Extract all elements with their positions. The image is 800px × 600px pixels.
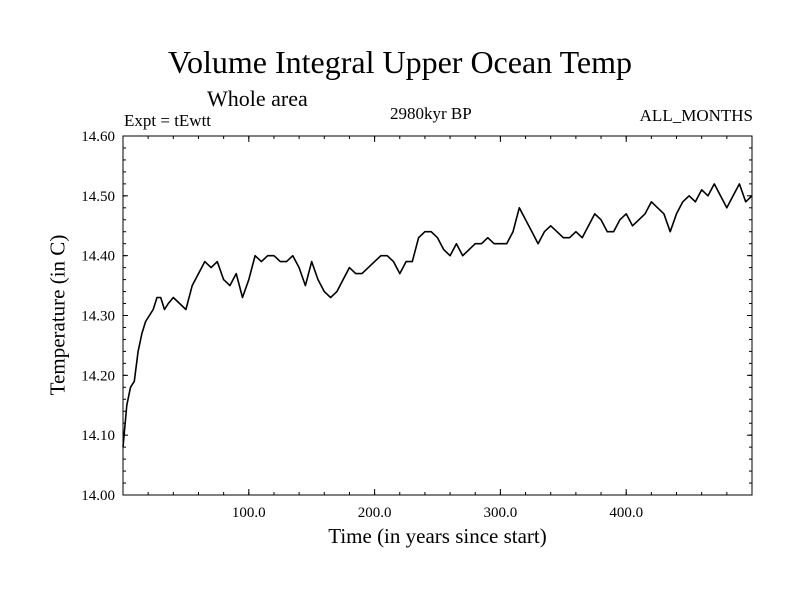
x-tick-label: 100.0 [232, 505, 266, 521]
x-tick-label: 300.0 [484, 505, 518, 521]
x-ticks: 100.0 200.0 300.0 400.0 [122, 136, 753, 521]
y-tick-label: 14.50 [81, 189, 115, 205]
y-ticks: 14.00 14.10 14.20 14.30 14.40 14.50 14.60 [81, 129, 752, 504]
plot-frame [122, 135, 753, 496]
y-tick-label: 14.30 [81, 309, 115, 325]
x-tick-label: 200.0 [358, 505, 392, 521]
months-label: ALL_MONTHS [639, 106, 753, 125]
y-tick-label: 14.20 [81, 368, 115, 384]
period-label: 2980kyr BP [390, 104, 472, 123]
series-line [122, 183, 753, 448]
y-tick-label: 14.60 [81, 129, 115, 145]
x-axis-label: Time (in years since start) [328, 524, 547, 548]
x-tick-label: 400.0 [609, 505, 643, 521]
y-tick-label: 14.40 [81, 249, 115, 265]
experiment-label: Expt = tEwtt [124, 111, 212, 130]
chart-subtitle: Whole area [207, 86, 308, 111]
series-layer [122, 183, 753, 448]
y-tick-label: 14.10 [81, 428, 115, 444]
y-tick-label: 14.00 [81, 488, 115, 504]
chart-title: Volume Integral Upper Ocean Temp [168, 44, 632, 80]
